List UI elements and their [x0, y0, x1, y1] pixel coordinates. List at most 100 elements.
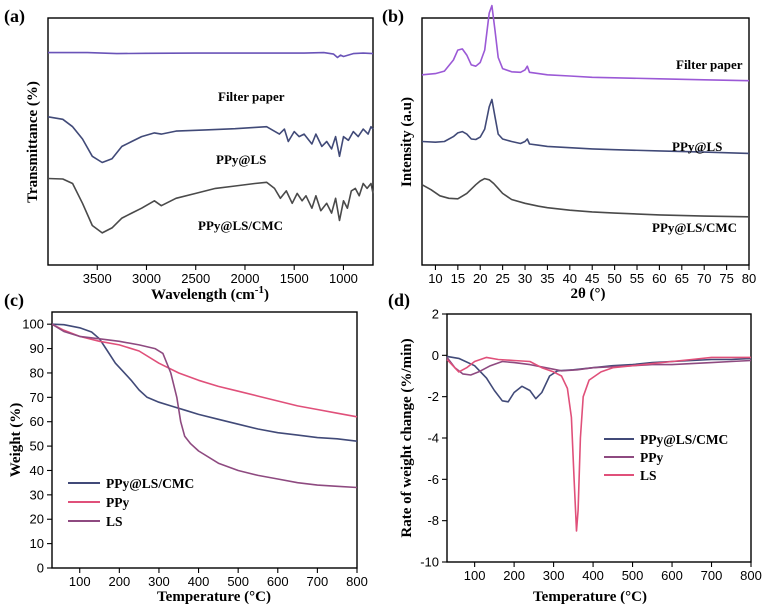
- panel-d-xtick-label: 300: [543, 568, 565, 583]
- panel-b-xtick-label: 65: [675, 271, 689, 286]
- panel-c-ylabel: Weight (%): [8, 403, 24, 478]
- panel-b-xticks: 10 15 20 25 30 35 40 45 50 55 60 65 70 75 80: [428, 265, 756, 286]
- panel-b-xtick-label: 10: [428, 271, 442, 286]
- panel-c-xtick-label: 700: [307, 574, 329, 589]
- panel-c-legend-label: LS: [106, 514, 123, 529]
- panel-b-xtick-label: 40: [563, 271, 577, 286]
- panel-c-legend-label: PPy@LS/CMC: [106, 476, 194, 491]
- panel-d-ylabel: Rate of weight change (%/min): [399, 338, 415, 537]
- panel-c-ytick-label: 0: [37, 561, 44, 576]
- panel-a-frame: [47, 17, 374, 266]
- panel-d-legend-label: PPy@LS/CMC: [640, 432, 728, 447]
- panel-c-series: [51, 323, 358, 489]
- panel-a-series-line: [47, 177, 374, 234]
- panel-b-xtick-label: 35: [540, 271, 554, 286]
- panel-b-xtick-label: 80: [742, 271, 756, 286]
- panel-c-label: (c): [4, 290, 24, 311]
- panel-b-series-line: [421, 4, 750, 82]
- panel-c-xtick-label: 800: [346, 574, 368, 589]
- panel-d-ticks: 100 200 300 400 500 600 700 800 2 0 -2 -4 -6 -8 -10: [420, 307, 762, 584]
- panel-b-xtick-label: 45: [585, 271, 599, 286]
- panel-d-xtick-label: 100: [464, 568, 486, 583]
- dtg-panel: 100 200 300 400 500 600 700 800 2 0 -2 -4 -6 -8 -10 PP…: [399, 307, 762, 606]
- panel-b-xtick-label: 55: [630, 271, 644, 286]
- panel-a-annot-filter: Filter paper: [218, 89, 285, 104]
- panel-c-ytick-label: 20: [30, 512, 44, 527]
- panel-c-ytick-label: 30: [30, 487, 44, 502]
- panel-a-xtick-label: 2000: [231, 271, 260, 286]
- panel-c-series-line: [51, 323, 358, 489]
- panel-c-ytick-label: 90: [30, 341, 44, 356]
- panel-a-series: [47, 51, 374, 234]
- panel-c-ticks: 100 200 300 400 500 600 700 800 0 10 20 30 40 50 60 70 8…: [22, 317, 368, 589]
- panel-c-ytick-label: 50: [30, 439, 44, 454]
- panel-d-label: (d): [388, 290, 410, 311]
- panel-a-annot-ppylscmc: PPy@LS/CMC: [198, 218, 283, 233]
- panel-c-ytick-label: 80: [30, 365, 44, 380]
- panel-d-ytick-label: 2: [432, 307, 439, 322]
- panel-d-ytick-label: 0: [432, 348, 439, 363]
- panel-b-annot-ppyls: PPy@LS: [672, 139, 722, 154]
- panel-b-series-line: [421, 98, 750, 155]
- panel-b-xlabel: 2θ (°): [570, 286, 605, 302]
- panel-a-xlabel-sup: -1: [255, 284, 264, 296]
- panel-d-xtick-label: 500: [622, 568, 644, 583]
- panel-a-xlabel-end: ): [264, 287, 269, 303]
- panel-d-ytick-label: -8: [427, 513, 439, 528]
- panel-b-ylabel: Intensity (a.u): [399, 97, 415, 187]
- panel-b-annot-ppylscmc: PPy@LS/CMC: [652, 220, 737, 235]
- panel-a-xtick-label: 1000: [329, 271, 358, 286]
- panel-a-xlabel-main: Wavelength (cm: [151, 287, 255, 303]
- panel-c-ytick-label: 40: [30, 463, 44, 478]
- panel-a-xtick-label: 2500: [181, 271, 210, 286]
- panel-d-ytick-label: -4: [427, 431, 439, 446]
- panel-b-series-line: [421, 177, 750, 218]
- panel-d-xtick-label: 400: [582, 568, 604, 583]
- panel-c-xtick-label: 600: [267, 574, 289, 589]
- panel-d-series: [446, 355, 752, 532]
- xrd-panel: 10 15 20 25 30 35 40 45 50 55 60 65 70 75 80 Filter pa…: [399, 4, 756, 302]
- panel-a-xlabel: Wavelength (cm-1): [151, 284, 269, 303]
- panel-b-xtick-label: 50: [607, 271, 621, 286]
- panel-a-label: (a): [4, 6, 25, 27]
- panel-d-xtick-label: 800: [740, 568, 762, 583]
- ftir-panel: 3500 3000 2500 2000 1500 1000 Filter paper PP…: [25, 17, 374, 303]
- panel-c-ytick-label: 70: [30, 390, 44, 405]
- panel-d-xtick-label: 200: [503, 568, 525, 583]
- panel-c-xtick-label: 100: [69, 574, 91, 589]
- panel-a-series-line: [48, 51, 374, 59]
- panel-d-series-line: [446, 356, 751, 532]
- panel-a-ylabel: Transmittance (%): [25, 81, 41, 203]
- panel-b-xtick-label: 20: [473, 271, 487, 286]
- panel-a-annot-ppyls: PPy@LS: [216, 152, 266, 167]
- panel-d-ytick-label: -6: [427, 472, 439, 487]
- panel-a-xtick-label: 3500: [83, 271, 112, 286]
- panel-a-series-line: [47, 116, 374, 164]
- panel-a-xtick-label: 1500: [280, 271, 309, 286]
- panel-c-ytick-label: 100: [22, 317, 44, 332]
- panel-d-legend-label: LS: [640, 468, 657, 483]
- panel-b-annot-filter: Filter paper: [676, 57, 743, 72]
- panel-b-series: [421, 4, 750, 218]
- panel-d-ytick-label: -2: [427, 389, 439, 404]
- panel-c-series-line: [51, 323, 358, 418]
- panel-c-xtick-label: 400: [188, 574, 210, 589]
- panel-c-legend: PPy@LS/CMC PPy LS: [68, 476, 194, 529]
- panel-b-xtick-label: 75: [719, 271, 733, 286]
- panel-d-ytick-label: -10: [420, 555, 439, 570]
- panel-c-ytick-label: 10: [30, 536, 44, 551]
- panel-c-xlabel: Temperature (°C): [157, 589, 271, 605]
- panel-b-xtick-label: 15: [451, 271, 465, 286]
- panel-d-xlabel: Temperature (°C): [533, 589, 647, 605]
- panel-b-xtick-label: 60: [652, 271, 666, 286]
- panel-d-series-line: [446, 356, 752, 376]
- panel-c-xtick-label: 300: [148, 574, 170, 589]
- panel-a-xticks: 3500 3000 2500 2000 1500 1000: [83, 265, 358, 286]
- panel-c-frame: [51, 311, 358, 569]
- panel-d-xtick-label: 600: [661, 568, 683, 583]
- panel-d-legend-label: PPy: [640, 450, 663, 465]
- panel-b-label: (b): [382, 6, 404, 27]
- panel-d-xtick-label: 700: [701, 568, 723, 583]
- panel-b-xtick-label: 25: [495, 271, 509, 286]
